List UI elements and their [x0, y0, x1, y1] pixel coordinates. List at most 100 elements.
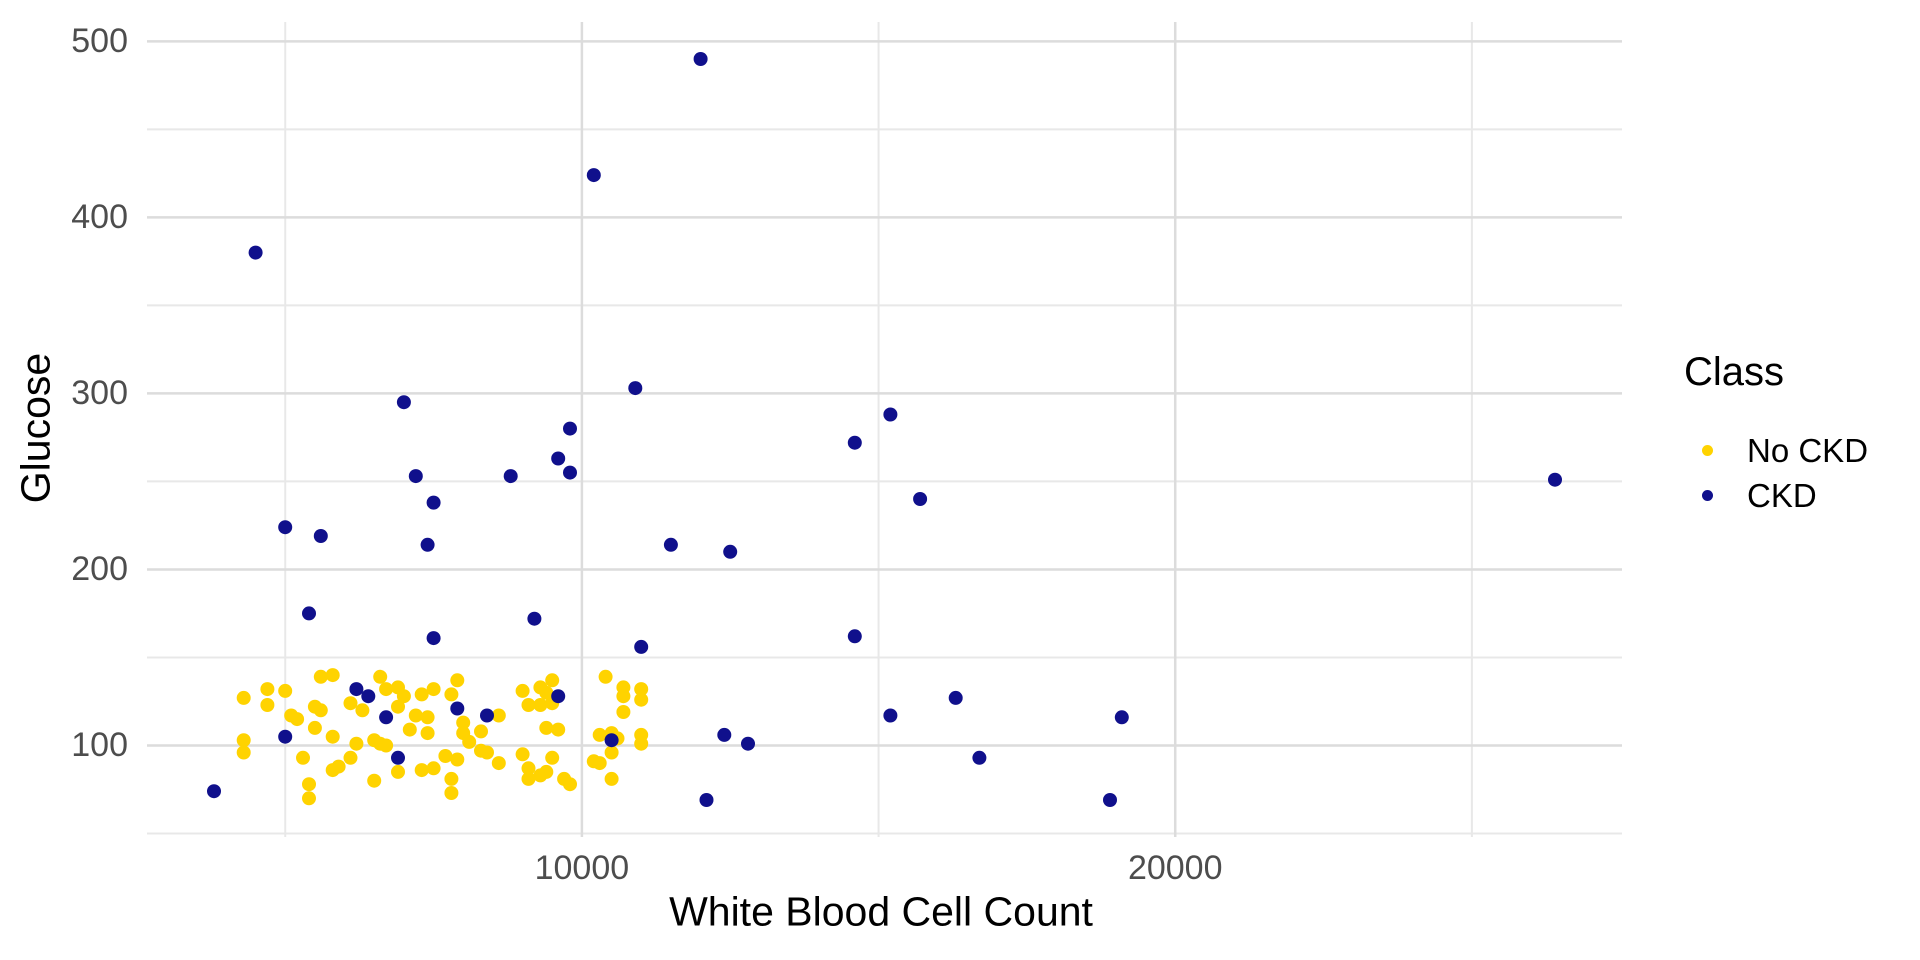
legend-item-no-ckd: No CKD — [1684, 428, 1868, 473]
data-point-ckd — [604, 733, 619, 748]
data-points-layer — [207, 52, 1562, 807]
data-point-ckd — [847, 435, 862, 450]
data-point-no-ckd — [402, 722, 417, 737]
data-point-ckd — [391, 750, 405, 765]
data-point-ckd — [847, 629, 862, 644]
data-point-ckd — [426, 495, 441, 510]
data-point-no-ckd — [236, 733, 251, 748]
data-point-ckd — [278, 520, 293, 535]
data-point-no-ckd — [426, 761, 441, 776]
legend-item-label: CKD — [1747, 477, 1817, 514]
data-point-ckd — [361, 689, 376, 704]
data-point-no-ckd — [260, 682, 275, 697]
minor-gridlines — [147, 22, 1622, 837]
data-point-no-ckd — [313, 703, 328, 718]
legend-title: Class — [1684, 350, 1785, 394]
x-tick-label: 20000 — [1127, 849, 1223, 887]
data-point-no-ckd — [367, 733, 382, 748]
data-point-ckd — [1114, 710, 1129, 725]
data-point-no-ckd — [444, 771, 459, 786]
data-point-no-ckd — [539, 764, 554, 779]
data-point-no-ckd — [379, 738, 394, 753]
data-point-no-ckd — [563, 777, 577, 792]
data-point-no-ckd — [634, 736, 649, 751]
y-axis-title: Glucose — [12, 352, 59, 504]
data-point-ckd — [278, 729, 293, 744]
data-point-ckd — [551, 689, 566, 704]
data-point-no-ckd — [474, 724, 488, 739]
y-tick-label: 200 — [71, 550, 128, 589]
data-point-no-ckd — [331, 759, 346, 774]
data-point-no-ckd — [236, 745, 251, 760]
data-point-no-ckd — [592, 756, 607, 771]
data-point-no-ckd — [616, 705, 631, 719]
y-tick-label: 400 — [71, 198, 128, 237]
data-point-no-ckd — [545, 673, 560, 688]
data-point-no-ckd — [491, 756, 506, 771]
data-point-no-ckd — [515, 683, 530, 698]
data-point-ckd — [723, 544, 738, 559]
data-point-no-ckd — [515, 747, 530, 762]
data-point-ckd — [551, 451, 566, 466]
data-point-no-ckd — [420, 710, 435, 725]
x-tick-label: 10000 — [534, 849, 630, 887]
x-axis-title: White Blood Cell Count — [669, 888, 1093, 935]
data-point-no-ckd — [313, 669, 328, 684]
data-point-no-ckd — [391, 764, 405, 779]
data-point-no-ckd — [604, 771, 619, 786]
legend-items: No CKD CKD — [1684, 428, 1868, 518]
data-point-no-ckd — [325, 729, 340, 744]
data-point-ckd — [426, 631, 441, 646]
data-point-ckd — [1103, 793, 1117, 807]
data-point-no-ckd — [444, 786, 459, 800]
data-point-no-ckd — [420, 726, 435, 741]
data-point-no-ckd — [491, 708, 506, 723]
data-point-ckd — [948, 690, 963, 705]
data-point-no-ckd — [450, 752, 465, 767]
data-point-no-ckd — [604, 745, 619, 760]
data-point-no-ckd — [539, 720, 554, 735]
data-point-no-ckd — [296, 750, 310, 765]
data-point-ckd — [503, 469, 518, 484]
legend-point-icon — [1702, 490, 1713, 501]
data-point-no-ckd — [367, 773, 382, 788]
data-point-ckd — [396, 395, 411, 410]
data-point-ckd — [563, 465, 577, 480]
data-point-no-ckd — [349, 736, 364, 751]
data-point-no-ckd — [414, 687, 429, 702]
data-point-no-ckd — [456, 715, 471, 730]
data-point-ckd — [420, 537, 435, 552]
data-point-no-ckd — [634, 682, 649, 697]
data-point-ckd — [207, 784, 221, 799]
data-point-no-ckd — [391, 699, 405, 714]
data-point-no-ckd — [545, 750, 560, 765]
data-point-ckd — [634, 639, 649, 654]
data-point-no-ckd — [592, 727, 607, 742]
data-point-no-ckd — [462, 734, 477, 749]
legend: Class No CKD CKD — [1684, 352, 1868, 518]
data-point-no-ckd — [278, 683, 293, 698]
y-tick-label: 300 — [71, 374, 128, 413]
data-point-no-ckd — [521, 698, 536, 712]
y-tick-label: 100 — [71, 726, 128, 765]
data-point-no-ckd — [396, 689, 411, 704]
legend-item-label: No CKD — [1747, 432, 1869, 469]
legend-item-ckd: CKD — [1684, 473, 1868, 518]
data-point-ckd — [313, 529, 328, 543]
data-point-no-ckd — [521, 761, 536, 776]
data-point-ckd — [628, 381, 643, 396]
data-point-ckd — [450, 701, 465, 716]
y-tick-label: 500 — [71, 22, 128, 61]
data-point-no-ckd — [450, 673, 465, 688]
data-point-no-ckd — [426, 682, 441, 697]
data-point-ckd — [586, 168, 601, 183]
data-point-ckd — [972, 750, 987, 765]
data-point-no-ckd — [539, 685, 554, 700]
data-point-no-ckd — [444, 687, 459, 702]
data-point-ckd — [741, 736, 755, 751]
data-point-no-ckd — [438, 749, 453, 763]
data-point-no-ckd — [325, 668, 340, 683]
data-point-no-ckd — [533, 698, 548, 712]
data-point-no-ckd — [616, 689, 631, 704]
data-point-no-ckd — [598, 669, 613, 684]
